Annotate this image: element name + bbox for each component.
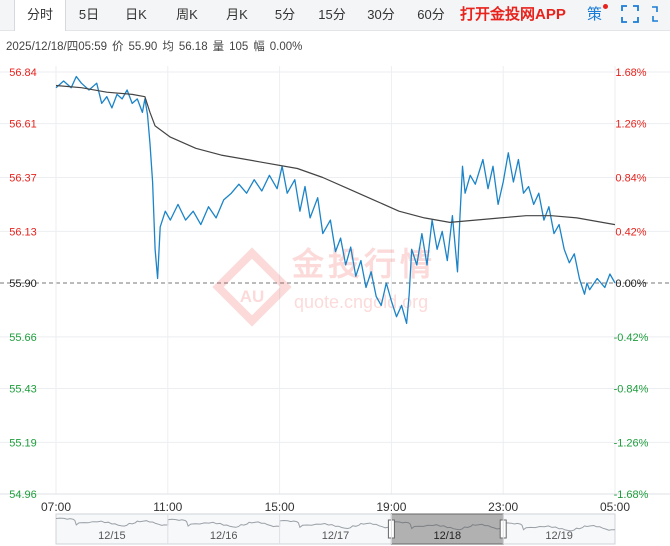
- navigator-track: [55, 513, 616, 545]
- navigator-mini-line: [55, 517, 616, 532]
- navigator-date-label: 12/15: [98, 530, 126, 542]
- average-value: 56.18: [178, 41, 208, 53]
- watermark-site: quote.cngold.org: [294, 292, 428, 312]
- strategy-button[interactable]: 策: [587, 6, 603, 23]
- y-tick-label-left: 56.13: [9, 226, 37, 238]
- notification-dot: [603, 4, 608, 9]
- period-tab-bar: 分时 5日 日K 周K 月K 5分 15分 30分 60分 打开金投网APP 策: [0, 0, 670, 31]
- tab-weekly-k[interactable]: 周K: [176, 7, 198, 22]
- y-tick-label-left: 56.37: [9, 173, 37, 185]
- navigator-date-label: 12/19: [545, 530, 573, 542]
- tab-5-day[interactable]: 5日: [78, 7, 100, 22]
- quote-datetime: 2025/12/18/四05:59: [6, 41, 108, 53]
- y-axis-labels: 56.84 1.68% 56.61 1.26% 56.37 0.84% 56.13 0.42%…: [9, 67, 648, 501]
- tab-60-min[interactable]: 60分: [417, 7, 445, 22]
- y-tick-label-left: 55.66: [9, 332, 37, 344]
- navigator-date-label: 12/17: [322, 530, 350, 542]
- chart-grid: [0, 66, 670, 495]
- y-tick-label-right: 1.26%: [615, 119, 646, 131]
- y-tick-label-left: 54.96: [9, 489, 37, 501]
- fullscreen-icon[interactable]: [621, 5, 639, 23]
- change-value: 0.00%: [269, 41, 303, 53]
- time-range-navigator[interactable]: 12/15 12/16 12/17 12/18 12/19: [55, 513, 616, 545]
- tab-monthly-k[interactable]: 月K: [226, 7, 248, 22]
- watermark-logo: [212, 247, 292, 327]
- tab-15-min[interactable]: 15分: [318, 7, 346, 22]
- y-tick-label-right: 0.84%: [615, 173, 646, 185]
- chart-lines: [55, 75, 616, 325]
- x-axis-labels: 07:00 11:00 15:00 19:00 23:00 05:00: [41, 500, 630, 514]
- average-price-line: [55, 84, 616, 226]
- price-label: 价: [112, 41, 124, 53]
- expand-icon[interactable]: [648, 5, 662, 23]
- watermark-logo-text: AU: [240, 287, 265, 306]
- y-tick-label-right: 1.68%: [615, 67, 646, 79]
- volume-value: 105: [229, 41, 249, 53]
- tab-intraday[interactable]: 分时: [14, 0, 66, 31]
- change-label: 幅: [253, 41, 265, 53]
- y-tick-label-left: 56.61: [9, 119, 37, 131]
- price-line: [55, 75, 616, 325]
- y-tick-label-right: 0.42%: [615, 226, 646, 238]
- open-app-link[interactable]: 打开金投网APP: [460, 6, 566, 23]
- y-tick-label-left: 56.84: [9, 67, 37, 79]
- quote-info-line: 2025/12/18/四05:59 价 55.90 均 56.18 量 105 幅 0.00%: [6, 38, 307, 54]
- average-label: 均: [162, 41, 174, 53]
- volume-label: 量: [212, 41, 225, 53]
- tab-daily-k[interactable]: 日K: [125, 7, 147, 22]
- x-tick-label: 11:00: [153, 500, 182, 514]
- tab-5-min[interactable]: 5分: [274, 7, 296, 22]
- y-tick-label-right: 0.00%: [615, 278, 646, 290]
- x-tick-label: 05:00: [600, 500, 630, 514]
- x-tick-label: 23:00: [488, 500, 518, 514]
- y-tick-label-left: 55.19: [9, 437, 37, 449]
- y-tick-label-right: -0.84%: [614, 384, 649, 396]
- price-value: 55.90: [128, 41, 158, 53]
- y-tick-label-right: -0.42%: [614, 332, 649, 344]
- y-tick-label-left: 55.43: [9, 384, 37, 396]
- y-tick-label-right: -1.26%: [614, 437, 649, 449]
- navigator-date-label: 12/16: [210, 530, 238, 542]
- tab-30-min[interactable]: 30分: [367, 7, 395, 22]
- y-tick-label-right: -1.68%: [614, 489, 649, 501]
- navigator-date-label: 12/18: [434, 530, 462, 542]
- y-tick-label-left: 55.90: [9, 278, 37, 290]
- x-tick-label: 19:00: [376, 500, 406, 514]
- x-tick-label: 07:00: [41, 500, 71, 514]
- x-tick-label: 15:00: [265, 500, 295, 514]
